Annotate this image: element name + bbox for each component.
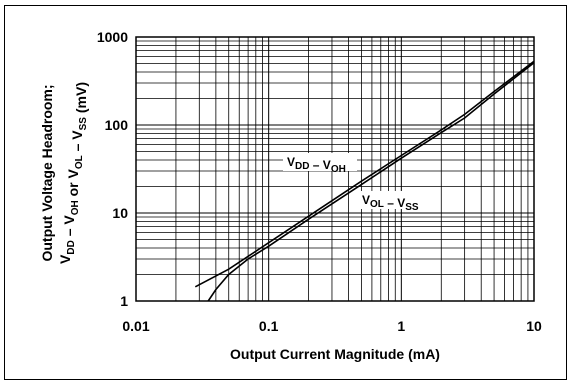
series-label-bg [358, 191, 430, 209]
y-axis-label-subscript: DD [66, 240, 77, 254]
y-axis-label-part: or V [65, 169, 81, 201]
series-vdd-voh-label: VDD – VOH [283, 153, 357, 175]
series-vol-vss-line [207, 62, 535, 302]
y-tick-label: 1000 [97, 29, 128, 45]
tick-labels: 0.01 0.1 1 10 1 10 100 1000 [97, 29, 542, 334]
chart-frame [4, 5, 567, 380]
y-axis-label: Output Voltage Headroom; VDD – VOH or VO… [39, 82, 89, 264]
plot-border [135, 36, 535, 302]
series-label-text: VDD – VOH [287, 155, 346, 175]
series-vol-vss-label: VOL – VSS [358, 191, 430, 213]
series-label-bg [283, 153, 357, 171]
y-tick-label: 10 [112, 205, 128, 221]
y-axis-label-part: V [57, 254, 73, 264]
y-axis-label-part: – V [61, 215, 77, 241]
x-axis-label: Output Current Magnitude (mA) [230, 346, 440, 362]
y-axis-label-line2: VDD – VOH or VOL – VSS (mV) [57, 82, 89, 264]
y-axis-label-part: (mV) [73, 82, 89, 117]
x-tick-label: 0.1 [259, 318, 279, 334]
y-axis-label-subscript: SS [78, 117, 89, 131]
x-tick-label: 10 [526, 318, 542, 334]
y-axis-label-subscript: OL [74, 155, 85, 169]
y-axis-label-subscript: OH [70, 200, 81, 215]
series-layer [194, 60, 535, 302]
series-vdd-voh-line [194, 60, 535, 288]
annotations: VDD – VOH VOL – VSS [283, 153, 430, 213]
y-tick-label: 100 [105, 117, 129, 133]
y-tick-label: 1 [120, 293, 128, 309]
series-label-text: VOL – VSS [362, 193, 419, 213]
y-axis-label-line1: Output Voltage Headroom; [39, 84, 55, 261]
x-tick-label: 0.01 [122, 318, 149, 334]
x-tick-label: 1 [397, 318, 405, 334]
y-axis-label-part: – V [69, 130, 85, 156]
